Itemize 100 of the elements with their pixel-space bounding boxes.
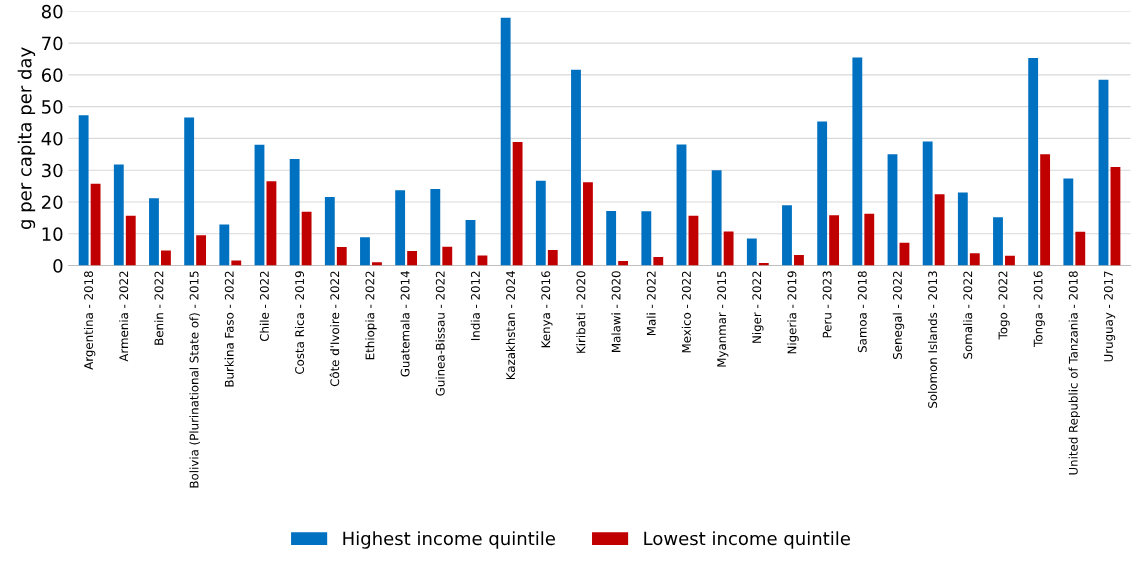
bar bbox=[149, 198, 159, 266]
bar bbox=[1028, 58, 1039, 266]
bar bbox=[324, 196, 335, 266]
x-tick-label: Ethiopia - 2022 bbox=[365, 271, 377, 360]
bar bbox=[395, 190, 406, 266]
x-tick-label: United Republic of Tanzania - 2018 bbox=[1068, 271, 1081, 475]
x-tick-label: Benin - 2022 bbox=[154, 271, 164, 345]
bar bbox=[794, 255, 804, 266]
bar bbox=[407, 250, 418, 266]
legend-label: Highest income quintile bbox=[343, 531, 555, 549]
x-tick-label: Guinea-Bissau - 2022 bbox=[435, 271, 445, 396]
bar bbox=[1098, 79, 1109, 266]
bar bbox=[957, 192, 968, 266]
bar bbox=[969, 253, 980, 266]
y-tick-label: 0 bbox=[53, 259, 63, 273]
bar bbox=[477, 255, 488, 266]
x-tick-label: Kenya - 2016 bbox=[541, 271, 553, 348]
bar bbox=[571, 69, 581, 266]
bar bbox=[231, 260, 242, 266]
bar bbox=[1075, 231, 1086, 266]
legend-label: Lowest income quintile bbox=[644, 531, 850, 549]
x-tick-label: Guatemala - 2014 bbox=[400, 271, 410, 377]
y-tick-label: 20 bbox=[42, 195, 63, 210]
x-tick-label: Malawi - 2020 bbox=[611, 271, 621, 352]
x-tick-label: Argentina - 2018 bbox=[83, 271, 96, 370]
bar bbox=[653, 256, 664, 266]
bar bbox=[372, 262, 382, 266]
y-tick-label: 70 bbox=[42, 36, 63, 51]
bar bbox=[887, 154, 898, 266]
bar bbox=[1063, 178, 1074, 266]
bar bbox=[547, 249, 558, 266]
bar bbox=[500, 17, 511, 266]
bar bbox=[922, 141, 933, 266]
x-tick-label: Mexico - 2022 bbox=[681, 271, 691, 353]
x-tick-label: Peru - 2023 bbox=[822, 271, 832, 338]
y-tick-label: 40 bbox=[41, 131, 63, 146]
x-tick-label: India - 2012 bbox=[470, 271, 480, 341]
bar bbox=[219, 224, 230, 266]
y-tick-label: 60 bbox=[41, 68, 63, 82]
bar bbox=[430, 188, 441, 266]
x-tick-label: Burkina Faso - 2022 bbox=[224, 271, 234, 387]
x-tick-label: Mali - 2022 bbox=[646, 271, 656, 336]
bar bbox=[934, 194, 945, 266]
bar bbox=[606, 210, 617, 266]
bar bbox=[512, 141, 523, 266]
bar bbox=[125, 215, 136, 266]
bar bbox=[618, 261, 629, 266]
x-tick-label: Solomon Islands - 2013 bbox=[927, 271, 938, 408]
bar bbox=[535, 180, 546, 266]
bar bbox=[1040, 154, 1051, 266]
x-tick-label: Togo - 2022 bbox=[998, 271, 1010, 340]
bar bbox=[442, 246, 453, 266]
x-tick-label: Armenia - 2022 bbox=[119, 271, 129, 362]
x-tick-label: Costa Rica - 2019 bbox=[294, 271, 305, 374]
x-tick-label: Samoa - 2018 bbox=[857, 271, 867, 353]
x-tick-label: Senegal - 2022 bbox=[892, 271, 905, 359]
bar bbox=[723, 231, 734, 266]
bar bbox=[852, 57, 863, 266]
bar bbox=[746, 238, 757, 266]
x-tick-label: Côte d'Ivoire - 2022 bbox=[329, 271, 340, 387]
bar bbox=[1110, 167, 1121, 266]
bar bbox=[993, 217, 1003, 266]
bar bbox=[289, 159, 300, 266]
bar bbox=[864, 213, 875, 266]
x-tick-label: Bolivia (Plurinational State of) - 2015 bbox=[189, 271, 200, 488]
x-tick-label: Myanmar - 2015 bbox=[717, 271, 729, 367]
bar bbox=[161, 250, 171, 266]
bar bbox=[78, 115, 89, 266]
bar bbox=[113, 164, 124, 266]
bar bbox=[301, 211, 312, 266]
y-axis-title: g per capita per day bbox=[17, 47, 36, 230]
x-tick-label: Uruguay - 2017 bbox=[1103, 271, 1116, 362]
bar bbox=[1005, 255, 1015, 266]
y-tick-label: 80 bbox=[41, 4, 63, 19]
bar bbox=[676, 144, 687, 266]
bar bbox=[90, 183, 101, 266]
bar bbox=[196, 235, 207, 266]
bar bbox=[782, 205, 792, 266]
y-tick-label: 30 bbox=[42, 163, 63, 178]
x-tick-label: Kazakhstan - 2024 bbox=[505, 271, 516, 380]
x-tick-label: Tonga - 2016 bbox=[1033, 271, 1045, 347]
bar bbox=[829, 215, 840, 266]
bar bbox=[688, 215, 699, 266]
bar bbox=[583, 182, 593, 266]
x-tick-label: Nigeria - 2019 bbox=[787, 271, 799, 354]
bar bbox=[360, 237, 370, 266]
bar bbox=[336, 247, 347, 266]
bar bbox=[266, 181, 277, 266]
x-tick-label: Somalia - 2022 bbox=[963, 271, 973, 359]
bar bbox=[711, 170, 722, 266]
bar bbox=[641, 211, 652, 266]
y-tick-label: 10 bbox=[42, 227, 63, 241]
x-tick-label: Kiribati - 2020 bbox=[576, 271, 586, 353]
bar bbox=[184, 117, 195, 266]
bar bbox=[254, 144, 265, 266]
x-tick-label: Niger - 2022 bbox=[752, 271, 764, 343]
bar bbox=[465, 220, 476, 266]
x-tick-label: Chile - 2022 bbox=[259, 271, 269, 342]
bar bbox=[817, 121, 828, 266]
y-tick-label: 50 bbox=[42, 100, 63, 114]
